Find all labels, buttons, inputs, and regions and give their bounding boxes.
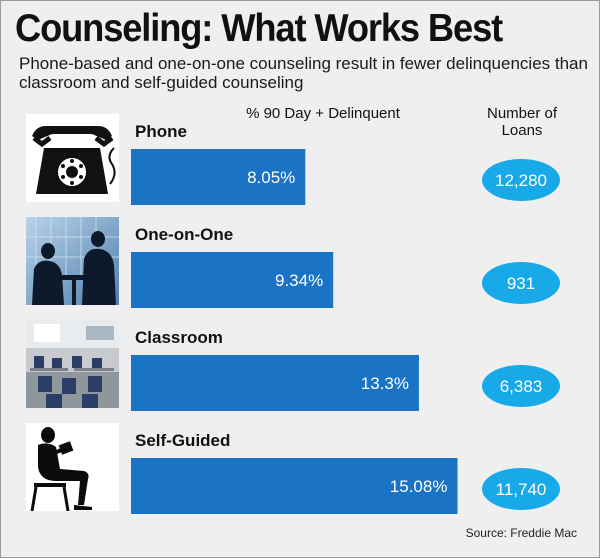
loan-count-label-phone: 12,280 [495, 171, 547, 190]
delinquency-column-header: % 90 Day + Delinquent [246, 105, 400, 122]
meeting-silhouette-icon [26, 217, 119, 305]
bar-value-label-self-guided: 15.08% [390, 477, 448, 496]
classroom-photo-icon [26, 320, 119, 408]
chart-subtitle: Phone-based and one-on-one counseling re… [19, 54, 588, 92]
bar-value-label-one-on-one: 9.34% [275, 271, 323, 290]
loan-count-oval-one-on-one [482, 262, 560, 304]
loan-count-oval-self-guided [482, 468, 560, 510]
bar-value-label-phone: 8.05% [247, 168, 295, 187]
category-label-one-on-one: One-on-One [135, 225, 233, 244]
loans-column-header: Number of Loans [486, 105, 558, 139]
rotary-phone-icon [26, 114, 119, 202]
category-label-classroom: Classroom [135, 328, 223, 347]
bar-one-on-one [131, 252, 334, 308]
bar-phone [131, 149, 306, 205]
reading-person-silhouette-icon [26, 423, 119, 511]
bar-value-label-classroom: 13.3% [361, 374, 409, 393]
loan-count-label-self-guided: 11,740 [496, 480, 547, 499]
bar-classroom [131, 355, 419, 411]
category-label-self-guided: Self-Guided [135, 431, 230, 450]
category-label-phone: Phone [135, 122, 187, 141]
loan-count-label-one-on-one: 931 [507, 274, 535, 293]
loan-count-oval-phone [482, 159, 560, 201]
loan-count-oval-classroom [482, 365, 560, 407]
chart-title: Counseling: What Works Best [15, 7, 503, 50]
source-note: Source: Freddie Mac [465, 526, 577, 540]
loan-count-label-classroom: 6,383 [500, 377, 543, 396]
bar-self-guided [131, 458, 458, 514]
